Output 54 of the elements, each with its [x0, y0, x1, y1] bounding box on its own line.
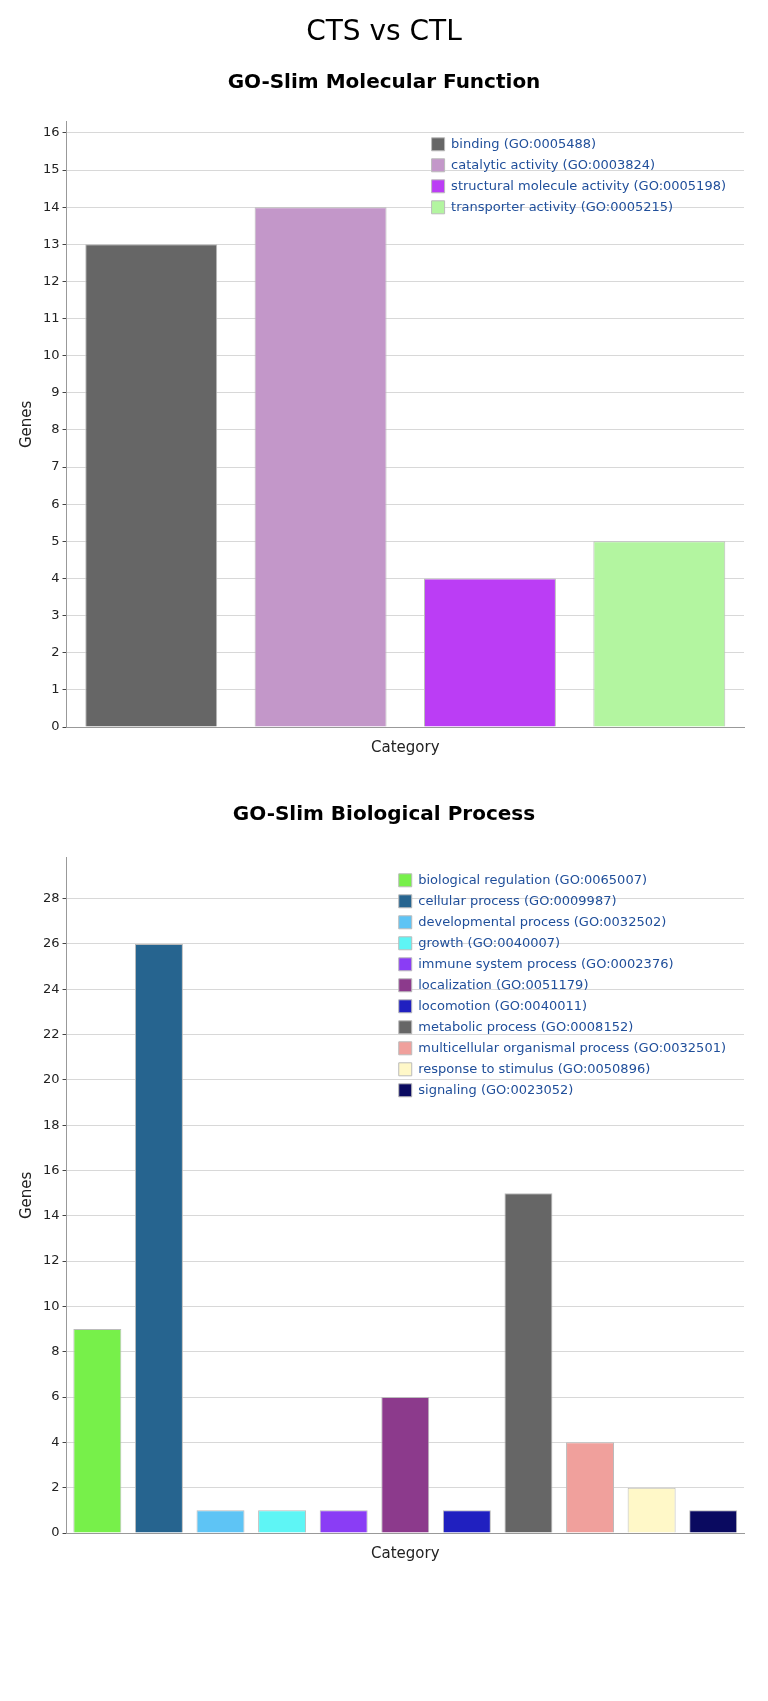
chart-title: CTS vs CTL: [305, 14, 463, 47]
x-axis-title: Category: [371, 1543, 440, 1562]
legend-label: transporter activity (GO:0005215): [451, 198, 674, 214]
chart-title: GO-Slim Biological Process: [231, 801, 537, 825]
x-axis-title: Category: [371, 737, 440, 756]
legend-label: response to stimulus (GO:0050896): [418, 1060, 651, 1076]
legend-label: signaling (GO:0023052): [418, 1081, 574, 1097]
y-tick-label: 2: [51, 644, 60, 660]
legend-label: multicellular organismal process (GO:0032501): [418, 1039, 727, 1055]
y-tick-label: 6: [51, 1388, 60, 1404]
legend-label: biological regulation (GO:0065007): [418, 871, 648, 887]
legend-label: catalytic activity (GO:0003824): [451, 156, 656, 172]
y-tick-label: 8: [51, 1343, 60, 1359]
legend-label: structural molecule activity (GO:0005198): [451, 177, 727, 193]
y-tick-label: 28: [43, 889, 60, 905]
legend-label: growth (GO:0040007): [418, 934, 561, 950]
y-tick-label: 3: [51, 606, 60, 622]
y-tick-label: 16: [43, 1161, 60, 1177]
y-tick-label: 14: [43, 1207, 60, 1223]
y-tick-label: 14: [43, 198, 60, 214]
y-tick-label: 20: [43, 1071, 60, 1087]
y-tick-label: 15: [43, 161, 60, 177]
y-tick-label: 11: [43, 309, 60, 325]
y-tick-label: 12: [43, 272, 60, 288]
legend-label: immune system process (GO:0002376): [418, 955, 674, 971]
y-tick-label: 26: [43, 935, 60, 951]
y-tick-label: 0: [51, 1524, 60, 1540]
y-tick-label: 10: [43, 1297, 60, 1313]
y-tick-label: 8: [51, 421, 60, 437]
y-tick-label: 13: [43, 235, 60, 251]
legend-label: binding (GO:0005488): [451, 135, 597, 151]
y-tick-label: 4: [51, 1433, 60, 1449]
y-tick-label: 22: [43, 1025, 60, 1041]
y-tick-label: 6: [51, 495, 60, 511]
y-tick-label: 24: [43, 980, 60, 996]
y-tick-label: 7: [51, 458, 60, 474]
y-tick-label: 16: [43, 124, 60, 140]
y-tick-label: 5: [51, 532, 60, 548]
y-axis-title: Genes: [16, 400, 35, 449]
y-tick-label: 2: [51, 1479, 60, 1495]
y-tick-label: 12: [43, 1252, 60, 1268]
y-tick-label: 10: [43, 347, 60, 363]
legend-label: cellular process (GO:0009987): [418, 892, 617, 908]
legend-label: developmental process (GO:0032502): [418, 913, 667, 929]
y-tick-label: 1: [51, 681, 60, 697]
legend-label: localization (GO:0051179): [418, 976, 589, 992]
y-tick-label: 4: [51, 569, 60, 585]
y-tick-label: 18: [43, 1116, 60, 1132]
legend-label: metabolic process (GO:0008152): [418, 1018, 634, 1034]
chart-subtitle: GO-Slim Molecular Function: [226, 69, 542, 93]
y-tick-label: 9: [51, 384, 60, 400]
legend-label: locomotion (GO:0040011): [418, 997, 588, 1013]
y-axis-title: Genes: [16, 1171, 35, 1220]
y-tick-label: 0: [51, 718, 60, 734]
